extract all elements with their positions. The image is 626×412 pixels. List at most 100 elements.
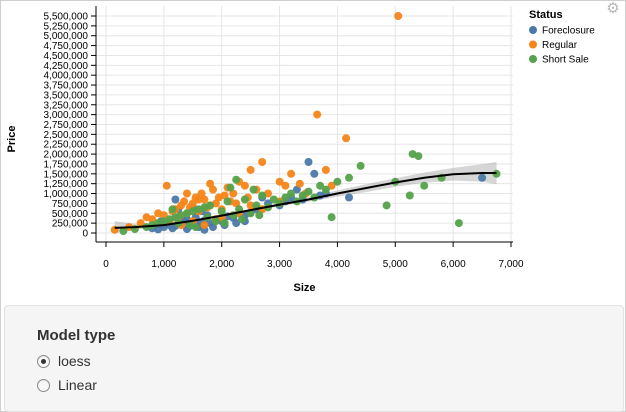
data-point-short-sale — [298, 191, 307, 200]
x-tick-label: 3,000 — [267, 259, 292, 270]
model-type-panel: Model type loess Linear — [4, 305, 624, 412]
data-point-foreclosure — [310, 169, 319, 178]
data-point-regular — [287, 169, 296, 178]
data-point-short-sale — [168, 205, 177, 214]
data-point-foreclosure — [478, 173, 487, 182]
data-point-regular — [148, 215, 157, 224]
data-point-short-sale — [345, 173, 353, 182]
radio-button-loess[interactable] — [37, 354, 50, 368]
radio-button-linear[interactable] — [37, 378, 50, 392]
data-point-short-sale — [220, 219, 229, 228]
x-tick-label: 0 — [103, 259, 109, 270]
data-point-short-sale — [321, 185, 330, 194]
data-point-regular — [220, 191, 229, 200]
y-tick-label: 3,250,000 — [44, 100, 89, 111]
radio-option-loess[interactable]: loess — [37, 352, 91, 370]
data-point-foreclosure — [168, 224, 177, 233]
y-tick-label: 2,500,000 — [44, 130, 89, 141]
data-point-regular — [183, 189, 191, 198]
model-type-title: Model type — [37, 327, 116, 344]
y-tick-label: 1,000,000 — [44, 189, 89, 200]
data-point-foreclosure — [232, 219, 241, 228]
y-tick-label: 2,750,000 — [44, 120, 89, 131]
trend-line — [114, 172, 497, 229]
data-point-short-sale — [252, 201, 261, 210]
y-tick-label: 3,750,000 — [44, 81, 89, 92]
data-point-short-sale — [249, 185, 258, 194]
data-point-short-sale — [414, 152, 423, 161]
data-point-short-sale — [327, 213, 336, 222]
data-point-regular — [258, 158, 267, 166]
x-tick-label: 7,000 — [498, 259, 523, 270]
data-point-regular — [232, 199, 241, 208]
y-tick-label: 4,500,000 — [44, 51, 89, 62]
data-point-regular — [209, 185, 217, 194]
legend-label-short-sale: Short Sale — [542, 55, 589, 66]
y-tick-label: 2,000,000 — [44, 150, 89, 161]
data-point-regular — [197, 189, 206, 198]
scatter-plot: 0 250,000 500,000 750,000 1,000,000 1,250,000… — [1, 1, 626, 301]
data-point-regular — [136, 219, 145, 228]
data-point-short-sale — [238, 215, 246, 224]
data-point-foreclosure — [304, 158, 313, 166]
data-point-regular — [180, 197, 189, 206]
legend-marker-foreclosure — [529, 26, 537, 34]
data-point-short-sale — [454, 219, 463, 228]
data-point-short-sale — [211, 217, 220, 226]
data-point-short-sale — [269, 195, 278, 204]
data-point-foreclosure — [171, 195, 180, 204]
y-tick-label: 3,500,000 — [44, 90, 89, 101]
data-point-short-sale — [240, 195, 249, 204]
y-tick-label: 4,750,000 — [44, 41, 89, 52]
x-tick-label: 4,000 — [325, 259, 350, 270]
y-tick-label: 5,500,000 — [44, 12, 89, 23]
data-point-short-sale — [226, 183, 235, 192]
radio-option-linear[interactable]: Linear — [37, 376, 97, 394]
y-tick-label: 0 — [82, 229, 88, 240]
data-point-regular — [188, 199, 197, 208]
y-tick-label: 5,250,000 — [44, 21, 89, 32]
y-tick-label: 2,250,000 — [44, 140, 89, 151]
data-point-regular — [246, 165, 255, 174]
y-tick-label: 250,000 — [52, 219, 89, 230]
data-point-short-sale — [420, 181, 429, 190]
radio-label-loess: loess — [58, 353, 91, 369]
y-tick-label: 3,000,000 — [44, 110, 89, 121]
data-point-regular — [162, 181, 171, 190]
data-point-short-sale — [258, 191, 267, 200]
x-axis-label: Size — [293, 282, 315, 294]
data-point-foreclosure — [292, 185, 301, 194]
data-point-foreclosure — [209, 223, 217, 232]
data-point-regular — [200, 195, 209, 204]
data-point-foreclosure — [345, 193, 353, 202]
radio-label-linear: Linear — [58, 377, 97, 393]
data-point-regular — [342, 134, 351, 143]
x-tick-label: 6,000 — [441, 259, 466, 270]
data-point-short-sale — [333, 177, 342, 186]
data-point-regular — [200, 221, 209, 230]
data-point-short-sale — [356, 161, 365, 170]
y-tick-label: 1,250,000 — [44, 179, 89, 190]
x-tick-label: 1,000 — [151, 259, 176, 270]
data-point-regular — [159, 211, 168, 220]
y-tick-label: 4,000,000 — [44, 71, 89, 82]
legend-marker-regular — [529, 40, 537, 49]
data-point-regular — [240, 181, 249, 190]
data-point-short-sale — [287, 189, 296, 198]
confidence-band — [114, 162, 497, 233]
y-tick-label: 500,000 — [52, 209, 89, 220]
data-point-regular — [394, 12, 403, 20]
legend-label-regular: Regular — [542, 40, 578, 51]
y-tick-label: 750,000 — [52, 199, 89, 210]
data-point-short-sale — [223, 197, 232, 206]
gear-icon[interactable]: ⚙ — [606, 0, 620, 17]
x-tick-label: 5,000 — [383, 259, 408, 270]
legend-marker-short-sale — [529, 55, 537, 63]
y-tick-label: 5,000,000 — [44, 31, 89, 42]
data-point-regular — [275, 177, 284, 186]
data-point-regular — [206, 179, 215, 188]
data-point-regular — [295, 179, 304, 188]
data-point-regular — [194, 195, 203, 204]
data-point-regular — [321, 165, 330, 174]
data-point-regular — [246, 201, 255, 210]
